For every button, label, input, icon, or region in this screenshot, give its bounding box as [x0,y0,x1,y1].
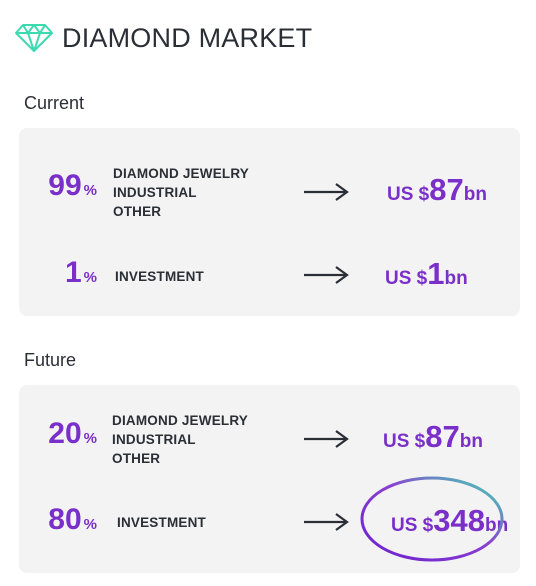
category-label: INVESTMENT [117,515,207,530]
section-label-current: Current [24,93,85,113]
arrow-right-icon [304,430,349,448]
category-list: DIAMOND JEWELRY INDUSTRIAL OTHER [112,411,248,468]
current-row-diamond-jewelry: 99% DIAMOND JEWELRY INDUSTRIAL OTHER US … [19,150,520,230]
category-label: OTHER [113,204,162,219]
page-title: DIAMOND MARKET [62,22,313,53]
category-label: INVESTMENT [115,269,205,284]
percent-value: 99% [48,169,97,202]
arrow-right-icon [304,183,349,201]
category-label: DIAMOND JEWELRY [112,413,249,428]
future-row-diamond-jewelry: 20% DIAMOND JEWELRY INDUSTRIAL OTHER US … [19,397,520,477]
diamond-icon [15,24,53,52]
section-label-future: Future [24,350,77,370]
percent-value: 80% [48,503,97,536]
market-value: US $87bn [383,419,483,454]
market-value: US $87bn [387,172,487,207]
category-label: INDUSTRIAL [112,432,196,447]
market-value: US $1bn [385,256,468,291]
arrow-right-icon [304,513,349,531]
highlight-ring [360,476,504,562]
category-list: DIAMOND JEWELRY INDUSTRIAL OTHER [113,164,249,221]
percent-value: 1% [64,256,97,289]
current-panel: 99% DIAMOND JEWELRY INDUSTRIAL OTHER US … [19,128,520,316]
category-label: DIAMOND JEWELRY [113,166,250,181]
category-list: INVESTMENT [115,267,204,286]
arrow-right-icon [304,266,349,284]
header: DIAMOND MARKET [14,18,312,58]
current-row-investment: 1% INVESTMENT US $1bn [19,234,520,314]
percent-value: 20% [48,417,97,450]
category-label: OTHER [112,451,161,466]
category-list: INVESTMENT [117,513,206,532]
category-label: INDUSTRIAL [113,185,197,200]
